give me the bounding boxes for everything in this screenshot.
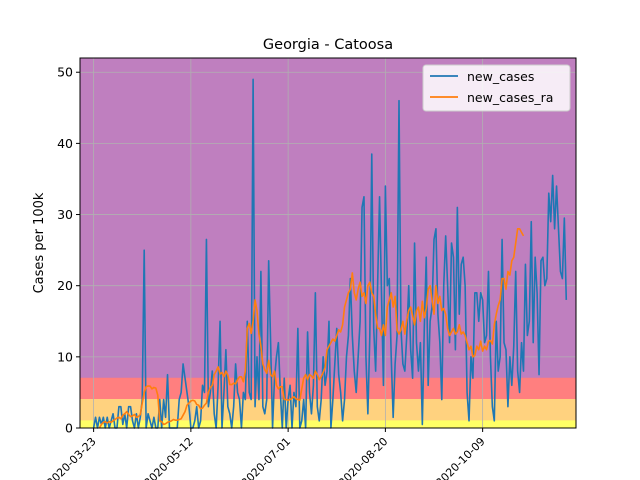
x-tick-label: 2020-07-01 (239, 435, 293, 480)
series-line-new-cases-ra (98, 227, 525, 429)
legend-box (422, 64, 571, 112)
legend: new_cases new_cases_ra (422, 64, 571, 112)
band-2 (80, 378, 576, 400)
y-tick-label: 10 (57, 349, 73, 364)
y-axis-label: Cases per 100k (32, 192, 47, 293)
x-tick-label: 2020-05-12 (142, 435, 196, 480)
x-tick-label: 2020-03-23 (44, 435, 98, 480)
plot-frame (79, 57, 577, 429)
chart-title: Georgia - Catoosa (263, 37, 393, 53)
legend-label-new-cases: new_cases (467, 69, 534, 84)
y-tick-label: 50 (57, 65, 73, 80)
x-tick-label: 2020-08-20 (336, 435, 390, 480)
x-axis: 2020-03-23 2020-05-12 2020-07-01 2020-08-20… (44, 428, 488, 480)
band-0 (80, 420, 576, 428)
legend-label-new-cases-ra: new_cases_ra (467, 90, 553, 105)
y-tick-label: 40 (57, 136, 73, 151)
y-tick-label: 0 (65, 421, 73, 436)
y-axis: 0 10 20 30 40 50 (57, 65, 80, 436)
y-tick-label: 30 (57, 207, 73, 222)
y-tick-label: 20 (57, 278, 73, 293)
x-tick-label: 2020-10-09 (433, 435, 487, 480)
